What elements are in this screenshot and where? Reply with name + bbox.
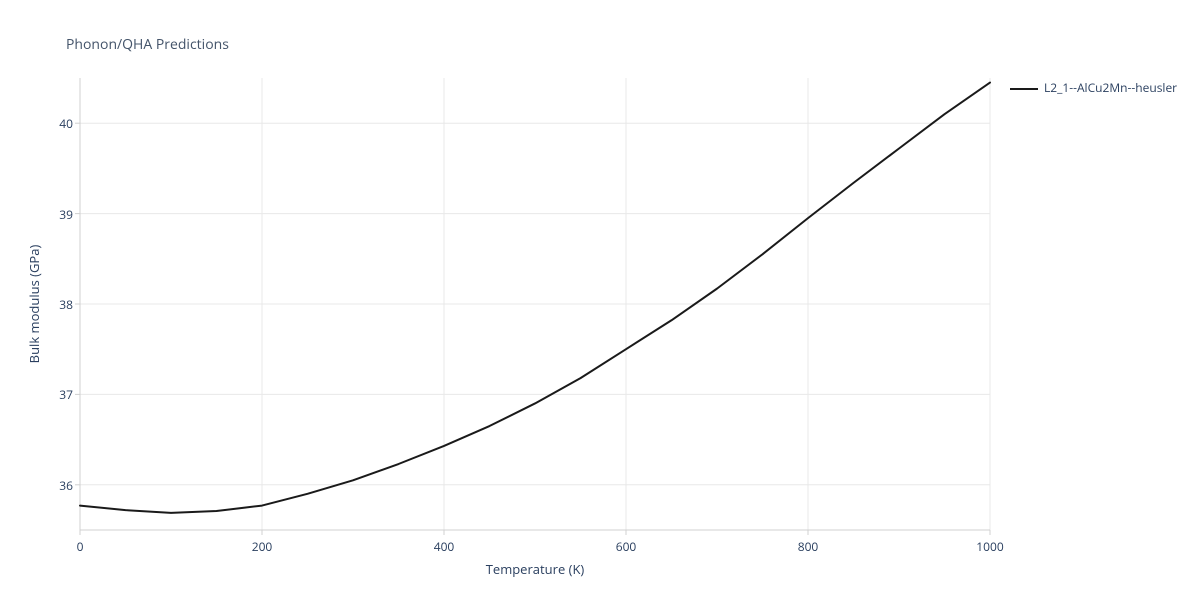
x-tick-label: 1000 xyxy=(975,538,1005,555)
legend-item[interactable]: L2_1--AlCu2Mn--heusler xyxy=(1010,79,1177,96)
x-tick-label: 0 xyxy=(65,538,95,555)
y-axis-label: Bulk modulus (GPa) xyxy=(25,234,43,374)
x-tick-label: 400 xyxy=(429,538,459,555)
y-tick-label: 36 xyxy=(45,477,73,494)
chart-container: Phonon/QHA Predictions Temperature (K) B… xyxy=(0,0,1200,600)
x-tick-label: 600 xyxy=(611,538,641,555)
x-tick-label: 200 xyxy=(247,538,277,555)
x-axis-label: Temperature (K) xyxy=(475,560,595,578)
legend-label: L2_1--AlCu2Mn--heusler xyxy=(1044,79,1177,96)
x-tick-label: 800 xyxy=(793,538,823,555)
legend-swatch xyxy=(1010,88,1038,90)
y-tick-label: 37 xyxy=(45,386,73,403)
y-tick-label: 39 xyxy=(45,206,73,223)
y-tick-label: 38 xyxy=(45,296,73,313)
y-tick-label: 40 xyxy=(45,115,73,132)
